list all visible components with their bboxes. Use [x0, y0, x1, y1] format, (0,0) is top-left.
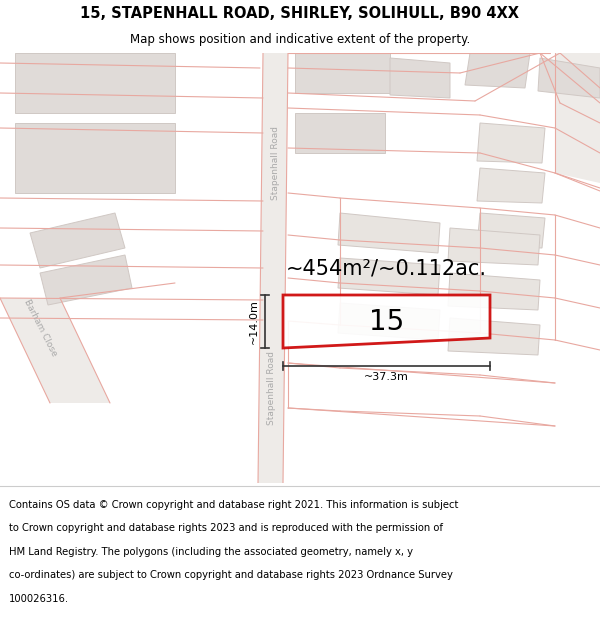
Text: HM Land Registry. The polygons (including the associated geometry, namely x, y: HM Land Registry. The polygons (includin… — [9, 547, 413, 557]
Text: 100026316.: 100026316. — [9, 594, 69, 604]
Polygon shape — [0, 298, 110, 403]
Polygon shape — [258, 53, 288, 483]
Text: to Crown copyright and database rights 2023 and is reproduced with the permissio: to Crown copyright and database rights 2… — [9, 524, 443, 534]
Text: ~37.3m: ~37.3m — [364, 372, 409, 382]
Polygon shape — [538, 58, 600, 98]
Polygon shape — [465, 53, 530, 88]
Polygon shape — [283, 295, 490, 348]
Text: 15: 15 — [369, 308, 404, 336]
Polygon shape — [477, 168, 545, 203]
Polygon shape — [338, 258, 440, 295]
Polygon shape — [15, 53, 175, 113]
Polygon shape — [338, 213, 440, 253]
Text: Barham Close: Barham Close — [22, 298, 58, 358]
Polygon shape — [30, 213, 125, 268]
Polygon shape — [448, 318, 540, 355]
Text: 15, STAPENHALL ROAD, SHIRLEY, SOLIHULL, B90 4XX: 15, STAPENHALL ROAD, SHIRLEY, SOLIHULL, … — [80, 6, 520, 21]
Polygon shape — [40, 255, 132, 305]
Text: ~454m²/~0.112ac.: ~454m²/~0.112ac. — [286, 258, 487, 278]
Text: Stapenhall Road: Stapenhall Road — [268, 351, 277, 425]
Polygon shape — [390, 58, 450, 98]
Polygon shape — [338, 303, 440, 340]
Polygon shape — [555, 53, 600, 183]
Polygon shape — [295, 53, 390, 93]
Polygon shape — [448, 228, 540, 265]
Polygon shape — [477, 123, 545, 163]
Polygon shape — [15, 123, 175, 193]
Text: ~14.0m: ~14.0m — [249, 299, 259, 344]
Text: Contains OS data © Crown copyright and database right 2021. This information is : Contains OS data © Crown copyright and d… — [9, 500, 458, 510]
Polygon shape — [477, 213, 545, 248]
Text: co-ordinates) are subject to Crown copyright and database rights 2023 Ordnance S: co-ordinates) are subject to Crown copyr… — [9, 571, 453, 581]
Polygon shape — [448, 273, 540, 310]
Text: Stapenhall Road: Stapenhall Road — [271, 126, 281, 200]
Polygon shape — [295, 113, 385, 153]
Text: Map shows position and indicative extent of the property.: Map shows position and indicative extent… — [130, 33, 470, 46]
